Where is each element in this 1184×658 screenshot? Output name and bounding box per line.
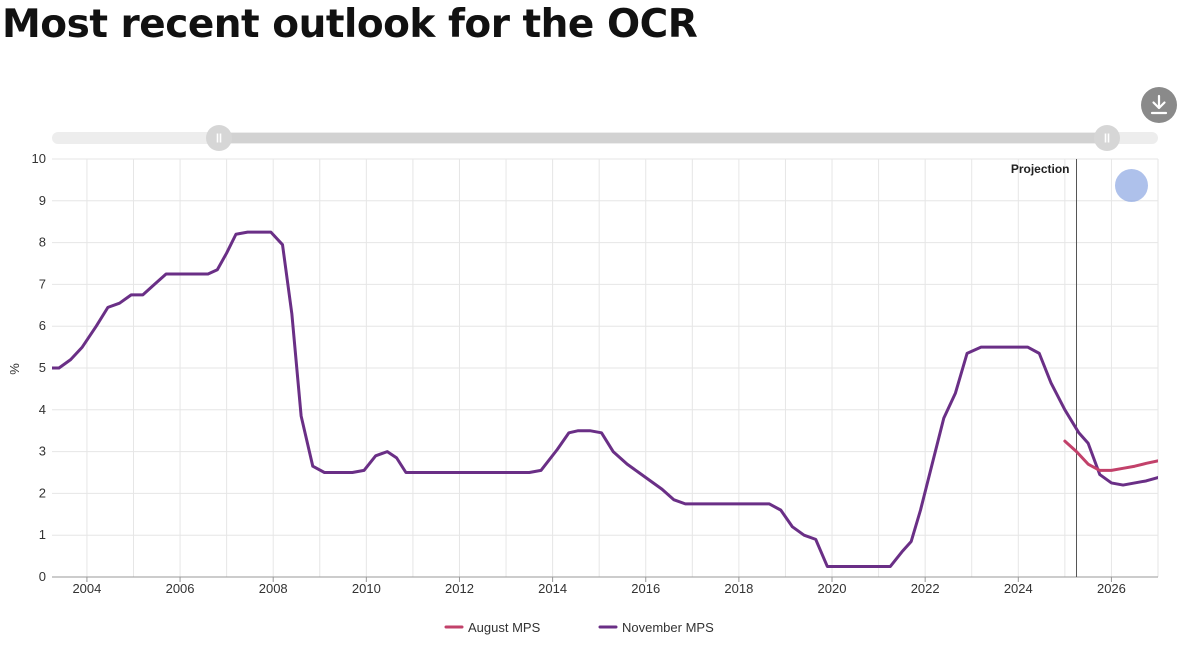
series-line-november-mps[interactable] bbox=[52, 230, 1179, 569]
hover-indicator bbox=[1115, 169, 1148, 202]
range-slider-selection[interactable] bbox=[219, 133, 1107, 143]
x-tick-label: 2020 bbox=[818, 581, 847, 596]
x-tick-label: 2004 bbox=[72, 581, 101, 596]
x-tick-label: 2016 bbox=[631, 581, 660, 596]
y-tick-label: 4 bbox=[39, 402, 46, 417]
y-tick-label: 0 bbox=[39, 569, 46, 584]
x-tick-label: 2022 bbox=[911, 581, 940, 596]
y-tick-label: 1 bbox=[39, 527, 46, 542]
grip-icon bbox=[216, 133, 222, 143]
x-tick-label: 2010 bbox=[352, 581, 381, 596]
legend: August MPS November MPS bbox=[444, 620, 714, 635]
x-tick-label: 2014 bbox=[538, 581, 567, 596]
projection-label: Projection bbox=[1011, 162, 1070, 176]
y-tick-label: 8 bbox=[39, 235, 46, 250]
projection-layer: Projection bbox=[1011, 159, 1078, 577]
legend-label-november[interactable]: November MPS bbox=[622, 620, 714, 635]
x-tick-label: 2008 bbox=[259, 581, 288, 596]
axis-layer: % 0 1 2 3 4 5 6 7 8 9 10 2004 2006 2008 2010 2012 2014 20… bbox=[7, 151, 1158, 596]
y-tick-label: 10 bbox=[32, 151, 46, 166]
x-tick-label: 2024 bbox=[1004, 581, 1033, 596]
y-tick-label: 3 bbox=[39, 444, 46, 459]
range-slider-end-handle[interactable] bbox=[1094, 125, 1120, 151]
page-title: Most recent outlook for the OCR bbox=[2, 2, 698, 47]
series-layer bbox=[52, 230, 1179, 569]
y-tick-label: 7 bbox=[39, 276, 46, 291]
grid-layer bbox=[52, 158, 1159, 578]
series-line-august-mps[interactable] bbox=[1063, 439, 1158, 472]
grip-icon bbox=[1104, 133, 1110, 143]
y-axis-title: % bbox=[7, 363, 22, 375]
x-tick-label: 2018 bbox=[724, 581, 753, 596]
y-tick-label: 6 bbox=[39, 318, 46, 333]
y-tick-label: 9 bbox=[39, 193, 46, 208]
range-slider-start-handle[interactable] bbox=[206, 125, 232, 151]
y-tick-label: 5 bbox=[39, 360, 46, 375]
download-button[interactable] bbox=[1141, 87, 1177, 123]
legend-label-august[interactable]: August MPS bbox=[468, 620, 541, 635]
x-tick-label: 2006 bbox=[166, 581, 195, 596]
x-tick-label: 2026 bbox=[1097, 581, 1126, 596]
y-tick-label: 2 bbox=[39, 485, 46, 500]
x-tick-label: 2012 bbox=[445, 581, 474, 596]
download-icon bbox=[1150, 94, 1168, 115]
